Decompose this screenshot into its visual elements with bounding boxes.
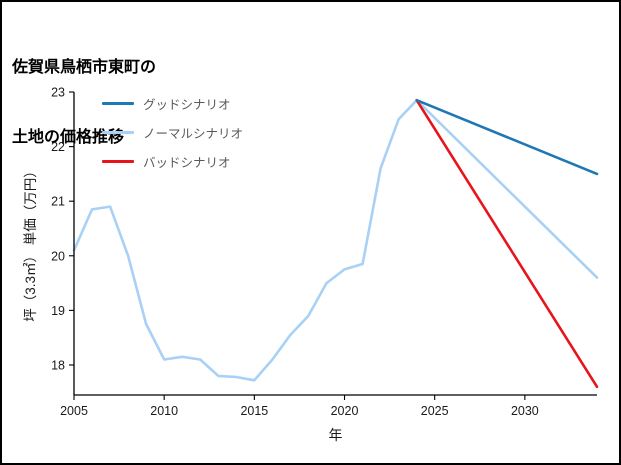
legend-label-normal: ノーマルシナリオ — [143, 127, 244, 141]
x-tick-label: 2030 — [511, 404, 539, 418]
chart-title-line2: 土地の価格推移 — [12, 128, 125, 146]
legend-label-good: グッドシナリオ — [143, 98, 231, 112]
legend-item-good: グッドシナリオ — [102, 94, 243, 113]
y-tick-label: 23 — [51, 86, 65, 100]
legend-item-normal: ノーマルシナリオ — [102, 123, 243, 142]
x-tick-label: 2020 — [331, 404, 359, 418]
legend-line-normal — [102, 131, 134, 134]
x-tick-label: 2005 — [60, 404, 88, 418]
legend-item-bad: バッドシナリオ — [102, 152, 243, 171]
legend-line-good — [102, 102, 134, 105]
y-tick-label: 18 — [51, 358, 65, 372]
legend: グッドシナリオ ノーマルシナリオ バッドシナリオ — [102, 94, 243, 171]
y-tick-label: 19 — [51, 304, 65, 318]
chart-title: 佐賀県鳥栖市東町の 土地の価格推移 — [12, 10, 156, 196]
x-axis-label: 年 — [328, 427, 343, 443]
legend-line-bad — [102, 160, 134, 163]
x-tick-label: 2015 — [240, 404, 268, 418]
y-tick-label: 21 — [51, 195, 65, 209]
x-tick-label: 2025 — [421, 404, 449, 418]
chart-title-line1: 佐賀県鳥栖市東町の — [12, 59, 157, 77]
y-axis-label: 坪（3.3㎡） 単価（万円） — [23, 164, 38, 322]
legend-label-bad: バッドシナリオ — [143, 156, 231, 170]
y-tick-label: 22 — [51, 140, 65, 154]
x-tick-label: 2010 — [150, 404, 178, 418]
y-tick-label: 20 — [51, 249, 65, 263]
